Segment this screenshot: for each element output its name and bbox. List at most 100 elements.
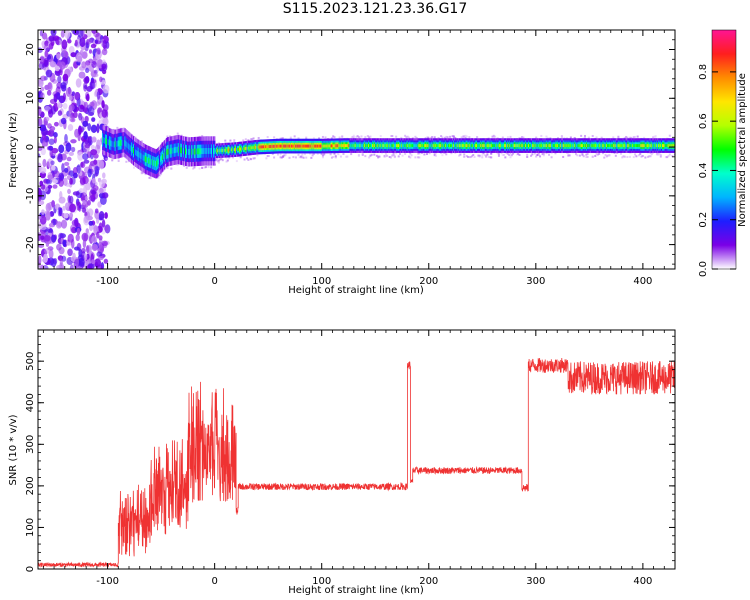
spectrogram-noise-cell [68,46,75,55]
spectrogram-halo-cell [470,155,473,158]
spectrogram-halo-cell [563,136,566,139]
spectrogram-halo-cell [201,166,204,169]
spectrogram-halo-cell [639,153,642,156]
spectrogram-ridge-cell [108,139,111,146]
spectrogram-noise-cell [72,167,78,175]
spectrogram-halo-cell [391,135,394,138]
spectrogram-noise-cell [51,165,56,171]
spectrogram-halo-cell [434,154,437,157]
spectrogram-halo-cell [361,152,364,155]
spectrogram-noise-cell [77,151,84,161]
spectrogram-halo-cell [370,153,373,156]
spectrogram-noise-cell [76,201,81,211]
spectrogram-noise-cell [50,30,57,37]
spectrogram-halo-cell [415,137,418,140]
spectrogram-noise-cell [98,222,103,233]
snr-y-axis: 0 100 200 300 400 500 [25,335,675,572]
spectrogram-ridge-cell [313,144,315,148]
spectrogram-ridge-cell [422,144,424,148]
spectrogram-halo-cell [357,136,360,139]
spectrogram-ridge-cell [399,144,402,148]
spectrogram-ridge-cell [499,144,501,148]
spectrogram-ridge-cell [152,159,154,166]
spectrogram-noise-cell [59,174,64,181]
spectrogram-noise-cell [75,52,83,63]
spectrogram-ridge-cell [348,144,351,148]
spectrogram-ridge-cell [305,144,307,148]
spectrogram-ridge-cell [294,144,297,148]
spectrogram-noise-cell [70,139,77,144]
spectrogram-noise-cell [92,177,96,184]
spectrogram-ridge-cell [607,144,609,148]
spectrogram-ridge-cell [142,154,145,161]
spectrogram-ridge-cell [154,160,156,167]
spectrogram-ridge-cell [130,145,132,152]
spectrogram-ridge-cell [163,151,166,158]
spectrogram-ridge-cell [317,144,319,148]
spectrogram-halo-cell [628,155,631,158]
spectrogram-ridge-cell [245,146,248,150]
spectrogram-ridge-cell [182,147,184,154]
spectrogram-ridge-cell [368,144,370,148]
spectrogram-ridge-cell [671,144,674,148]
x-tick-label: 400 [633,276,652,287]
spectrogram-ridge-cell [307,144,309,148]
spectrogram-noise-cell [53,132,58,138]
spectrogram-halo-cell [301,156,304,159]
spectrogram-ridge-cell [270,144,273,148]
spectrogram-ridge-cell [188,148,191,155]
spectrogram-noise-cell [63,177,68,186]
spectrogram-noise-cell [62,102,68,110]
spectrogram-halo-cell [302,156,305,159]
spectrogram-halo-cell [416,156,419,159]
spectrogram-ridge-cell [510,144,513,148]
spectrogram-halo-cell [641,154,644,157]
spectrogram-ridge-cell [594,144,596,148]
spectrogram-halo-cell [233,141,236,144]
spectrogram-halo-cell [652,136,655,139]
spectrogram-halo-cell [329,153,332,156]
spectrogram-halo-cell [311,152,314,155]
spectrogram-halo-cell [657,153,660,156]
spectrogram-ridge-cell [623,144,625,148]
x-tick-label: 0 [211,276,217,287]
spectrogram-halo-cell [246,139,249,142]
spectrogram-noise-cell [87,123,92,131]
spectrogram-halo-cell [492,134,495,137]
spectrogram-ridge-cell [601,144,603,148]
spectrogram-ridge-cell [144,156,147,162]
spectrogram-ridge-cell [259,145,261,149]
spectrogram-ridge-cell [103,137,105,144]
spectrogram-noise-cell [94,165,100,175]
spectrogram-ridge-cell [587,144,590,148]
spectrogram-noise-cell [48,145,54,151]
x-tick-label: 200 [419,276,438,287]
spectrogram-ridge-cell [268,145,271,149]
spectrogram-noise-cell [101,48,108,56]
spectrogram-ridge-cell [585,144,588,148]
spectrogram-halo-cell [330,137,333,140]
spectrogram-halo-cell [117,157,120,160]
spectrogram-halo-cell [668,153,671,156]
spectrogram-ridge-cell [331,144,333,148]
spectrogram-ridge-cell [189,148,192,155]
spectrogram-ridge-cell [433,144,436,148]
spectrogram-halo-cell [586,153,589,156]
spectrogram-noise-cell [93,159,98,165]
spectrogram-ridge-cell [625,144,627,148]
spectrogram-halo-cell [242,139,245,142]
spectrogram-halo-cell [481,156,484,159]
spectrogram-ridge-cell [409,144,412,148]
spectrogram-ridge-cell [221,149,224,152]
spectrogram-ridge-cell [219,149,222,153]
spectrogram-halo-cell [404,152,407,155]
spectrogram-ridge-cell [306,144,308,148]
spectrogram-noise-cell [53,257,58,265]
spectrogram-ridge-cell [500,144,502,148]
spectrogram-ridge-cell [496,144,498,148]
y-tick-label: 400 [25,393,36,412]
spectrogram-halo-cell [477,154,480,157]
spectrogram-halo-cell [533,152,536,155]
spectrogram-halo-cell [644,156,647,159]
spectrogram-noise-cell [76,164,81,174]
